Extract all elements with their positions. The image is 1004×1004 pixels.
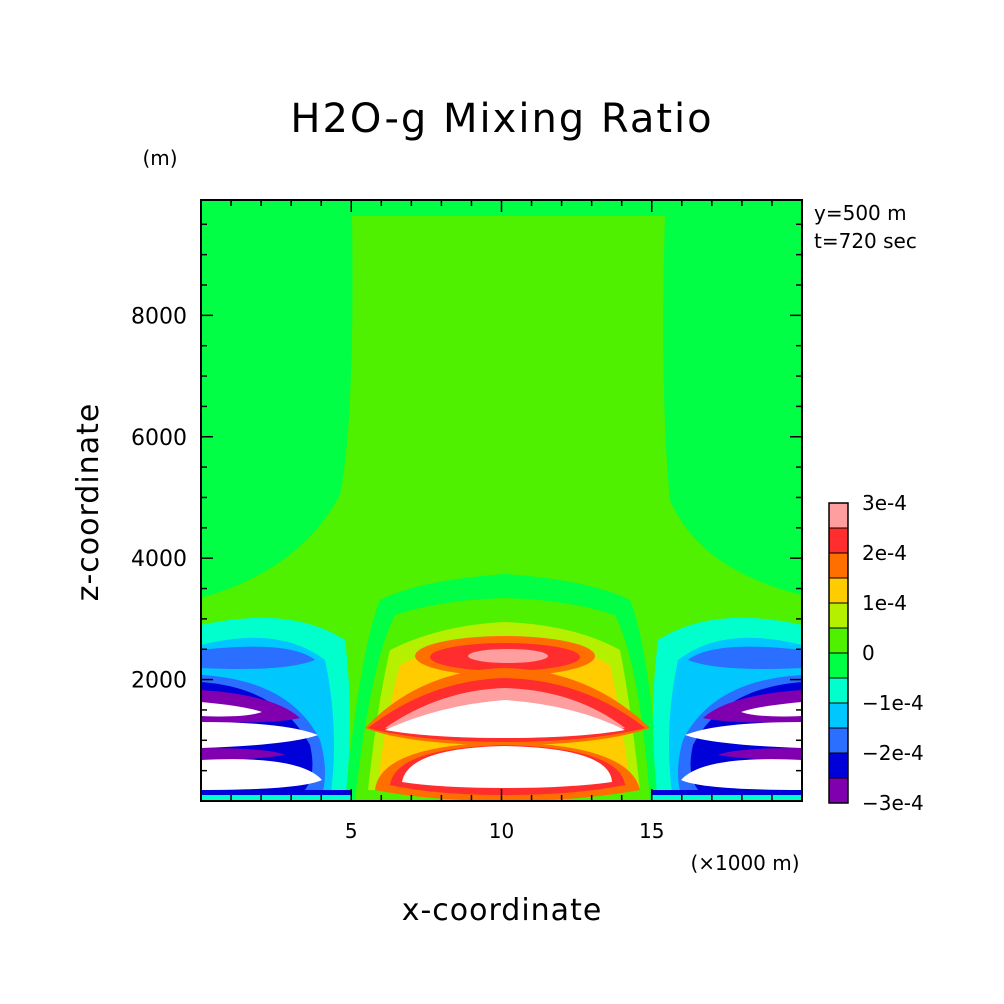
contour-left-level-2	[201, 646, 315, 669]
x-unit-label: (×1000 m)	[690, 851, 799, 875]
colorbar-swatch	[828, 602, 849, 629]
annotation-t: t=720 sec	[814, 229, 917, 253]
contour-center-plume	[345, 574, 660, 801]
contour-left-level-6	[201, 702, 262, 717]
colorbar-swatch	[828, 552, 849, 579]
colorbar-swatch	[828, 627, 849, 654]
contour-right-level-2	[688, 646, 802, 669]
contour-right-level-7	[685, 722, 802, 748]
contour-right-lobes	[652, 617, 802, 801]
colorbar-label: 1e-4	[862, 591, 907, 615]
colorbar-swatch	[828, 727, 849, 754]
contour-center-level-9	[385, 700, 625, 738]
contour-right-level-8	[718, 748, 802, 760]
contour-right-level-6	[741, 702, 802, 717]
x-tick-label: 10	[489, 819, 514, 843]
y-tick-label: 4000	[131, 547, 187, 572]
colorbar-label: −3e-4	[862, 791, 924, 815]
colorbar-frame	[828, 502, 849, 804]
colorbar-swatch	[828, 777, 849, 804]
colorbar-label: 0	[862, 641, 875, 665]
contour-left-level-9	[201, 759, 322, 790]
contour-left-level-8	[201, 748, 285, 760]
contour-center-level-5	[468, 649, 548, 663]
colorbar-swatch	[828, 702, 849, 729]
y-tick-label: 6000	[131, 426, 187, 451]
chart-title: H2O-g Mixing Ratio	[290, 96, 713, 142]
x-tick-label: 15	[639, 819, 664, 843]
x-axis-label: x-coordinate	[402, 893, 603, 928]
contour-right-level-10	[652, 790, 802, 795]
contour-left-level-7	[201, 722, 318, 748]
contour-left-lobes	[201, 617, 351, 801]
y-axis-label: z-coordinate	[71, 403, 106, 602]
contour-right-level-11	[652, 795, 802, 801]
colorbar-labels: 3e-4 2e-4 1e-4 0 −1e-4 −2e-4 −3e-4	[862, 491, 924, 815]
colorbar-swatch	[828, 577, 849, 604]
contour-left-level-10	[201, 790, 351, 795]
colorbar-swatch	[828, 677, 849, 704]
axis-ticks	[201, 200, 802, 801]
colorbar-swatch	[828, 527, 849, 554]
colorbar-label: −1e-4	[862, 691, 924, 715]
x-tick-label: 5	[345, 819, 358, 843]
colorbar-label: −2e-4	[862, 741, 924, 765]
annotation-y: y=500 m	[814, 201, 907, 225]
colorbar	[828, 502, 849, 804]
contour-upper-left	[201, 200, 802, 598]
colorbar-label: 2e-4	[862, 541, 907, 565]
y-unit-label: (m)	[142, 146, 177, 170]
colorbar-swatch	[828, 652, 849, 679]
plot-area	[201, 200, 802, 801]
contour-right-level-9	[681, 759, 802, 790]
contour-left-level-11	[201, 795, 351, 801]
y-tick-label: 2000	[131, 669, 187, 694]
axis-tick-labels: 5 10 15 2000 4000 6000 8000	[131, 304, 664, 843]
contour-center-level-12	[402, 746, 612, 788]
colorbar-label: 3e-4	[862, 491, 907, 515]
y-tick-label: 8000	[131, 304, 187, 329]
colorbar-swatch	[828, 752, 849, 779]
colorbar-swatch	[828, 502, 849, 529]
